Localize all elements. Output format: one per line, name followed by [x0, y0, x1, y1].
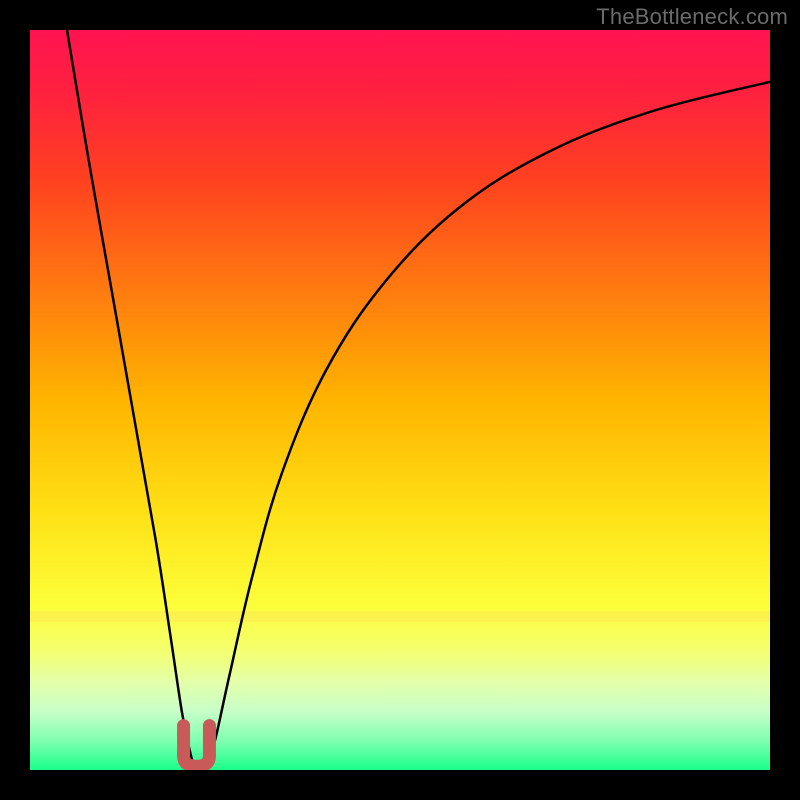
watermark-text: TheBottleneck.com	[596, 4, 788, 30]
frame-right	[770, 0, 800, 800]
gradient-band	[30, 611, 770, 622]
gradient-background	[30, 30, 770, 770]
frame-bottom	[0, 770, 800, 800]
bottleneck-chart	[0, 0, 800, 800]
frame-left	[0, 0, 30, 800]
